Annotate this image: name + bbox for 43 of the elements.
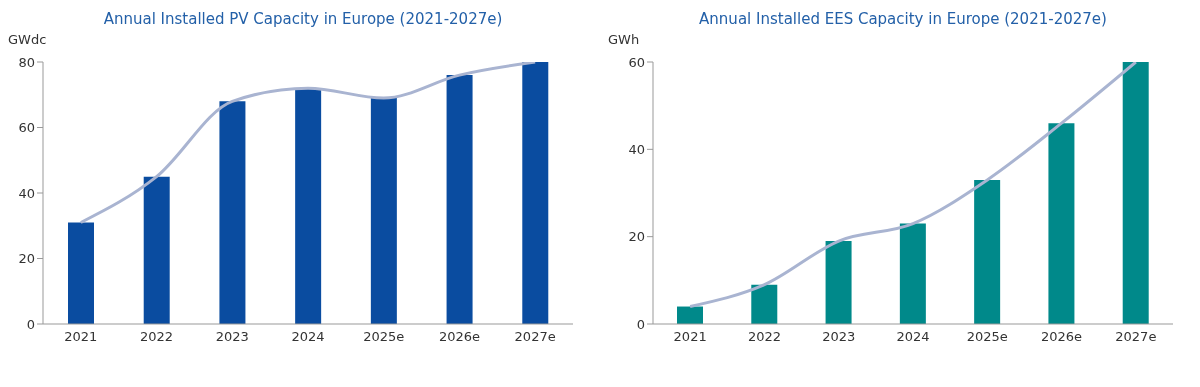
x-tick-label: 2026e xyxy=(1041,329,1083,345)
y-tick-label: 40 xyxy=(628,141,645,157)
x-tick-label: 2023 xyxy=(822,329,856,345)
y-tick-label: 40 xyxy=(18,185,35,201)
bar xyxy=(68,222,94,324)
bar xyxy=(446,75,473,324)
bar xyxy=(899,223,926,324)
y-tick-label: 0 xyxy=(26,316,35,332)
bar xyxy=(1048,123,1075,324)
y-axis-title: GWh xyxy=(608,32,640,47)
x-tick-label: 2022 xyxy=(140,329,174,345)
bar xyxy=(1122,62,1149,324)
bar xyxy=(219,101,246,324)
bar xyxy=(751,284,778,324)
x-tick-label: 2027e xyxy=(1115,329,1157,345)
chart-title: Annual Installed EES Capacity in Europe (2021-2027e) xyxy=(698,10,1108,28)
x-tick-label: 2027e xyxy=(514,329,556,345)
y-axis-title: GWdc xyxy=(8,32,47,47)
y-tick-label: 80 xyxy=(18,54,35,70)
bar xyxy=(370,98,397,324)
x-tick-label: 2021 xyxy=(673,329,707,345)
x-tick-label: 2026e xyxy=(438,329,480,345)
y-tick-label: 60 xyxy=(628,54,645,70)
x-tick-label: 2024 xyxy=(896,329,930,345)
chart-title: Annual Installed PV Capacity in Europe (2021-2027e) xyxy=(102,10,504,28)
x-tick-label: 2021 xyxy=(64,329,98,345)
x-tick-label: 2025e xyxy=(363,329,405,345)
bar xyxy=(295,88,322,324)
x-tick-label: 2024 xyxy=(291,329,325,345)
line-series xyxy=(688,62,1138,309)
x-tick-label: 2023 xyxy=(215,329,249,345)
bar xyxy=(522,62,549,324)
bar xyxy=(143,176,170,324)
bar xyxy=(825,241,852,324)
bar xyxy=(677,306,703,324)
y-tick-label: 60 xyxy=(18,120,35,136)
bar xyxy=(974,179,1001,324)
y-tick-label: 20 xyxy=(628,229,645,245)
y-tick-label: 20 xyxy=(18,251,35,267)
x-tick-label: 2022 xyxy=(747,329,781,345)
line-series xyxy=(79,62,537,224)
y-tick-label: 0 xyxy=(636,316,645,332)
x-tick-label: 2025e xyxy=(966,329,1008,345)
